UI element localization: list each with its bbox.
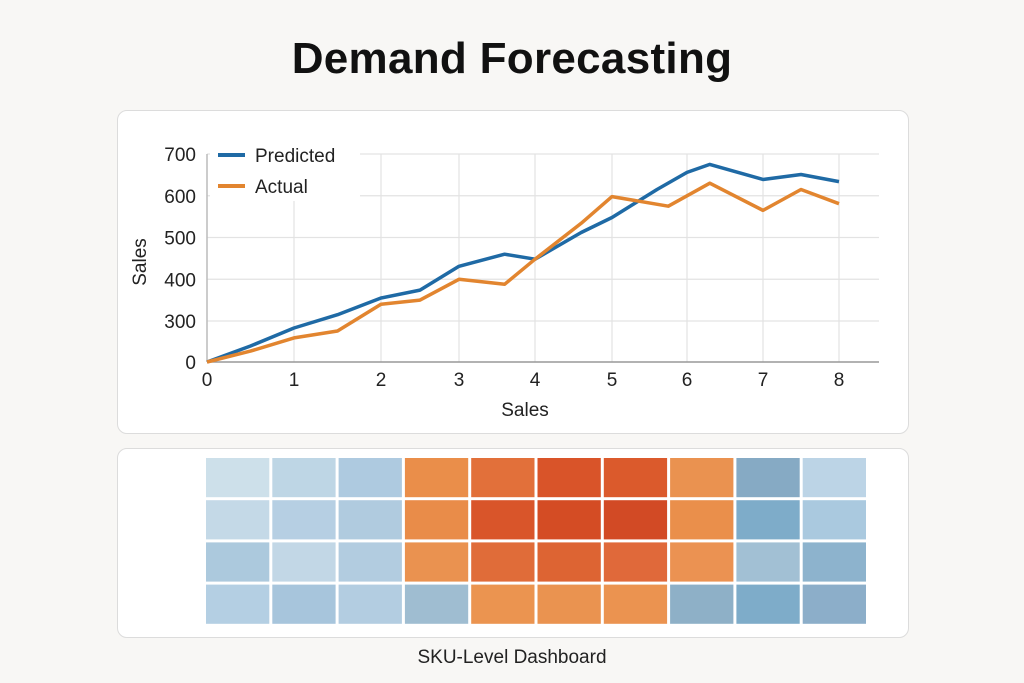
y-tick-label: 400 xyxy=(164,270,196,291)
x-axis-label: Sales xyxy=(501,400,549,421)
heatmap-cell xyxy=(404,500,469,540)
heatmap-cell xyxy=(206,542,270,582)
axes: 0 300 400 500 600 700 0 1 2 3 4 5 6 7 8 xyxy=(164,145,879,391)
series-lines xyxy=(206,162,840,364)
heatmap-cell xyxy=(670,500,734,540)
x-tick-label: 4 xyxy=(530,370,541,391)
heatmap-cell xyxy=(537,458,601,498)
x-tick-label: 1 xyxy=(289,370,300,391)
heatmap-cell xyxy=(603,542,668,582)
x-tick-label: 5 xyxy=(607,370,618,391)
heatmap-cell xyxy=(272,584,336,624)
y-tick-label: 500 xyxy=(164,229,196,250)
heatmap-cell xyxy=(338,584,402,624)
y-tick-label: 0 xyxy=(185,353,196,374)
legend-label-predicted: Predicted xyxy=(255,146,335,167)
heatmap-cell xyxy=(603,458,668,498)
line-chart: 0 300 400 500 600 700 0 1 2 3 4 5 6 7 8 Predicted Actu… xyxy=(130,139,879,421)
y-tick-label: 300 xyxy=(164,312,196,333)
heatmap-cell xyxy=(404,584,469,624)
heatmap-cell xyxy=(537,584,601,624)
line-chart-card: 0 300 400 500 600 700 0 1 2 3 4 5 6 7 8 Predicted Actu… xyxy=(117,110,909,434)
x-tick-label: 7 xyxy=(758,370,769,391)
legend-label-actual: Actual xyxy=(255,177,308,198)
heatmap-cell xyxy=(603,500,668,540)
heatmap-cell xyxy=(338,542,402,582)
heatmap-cell xyxy=(802,584,866,624)
heatmap-cell xyxy=(471,500,535,540)
heatmap-cell xyxy=(206,584,270,624)
heatmap-cell xyxy=(670,458,734,498)
heatmap-cell xyxy=(802,500,866,540)
legend: Predicted Actual xyxy=(210,139,360,201)
series-line-actual xyxy=(206,181,840,364)
x-tick-label: 8 xyxy=(834,370,845,391)
heatmap-cell xyxy=(471,542,535,582)
heatmap-cell xyxy=(206,458,270,498)
heatmap-cell xyxy=(206,500,270,540)
heatmap-cell xyxy=(338,458,402,498)
heatmap xyxy=(206,458,866,624)
legend-background xyxy=(210,139,360,201)
heatmap-cell xyxy=(736,542,800,582)
x-tick-label: 6 xyxy=(682,370,693,391)
heatmap-cell xyxy=(670,542,734,582)
heatmap-cell xyxy=(736,584,800,624)
heatmap-cell xyxy=(338,500,402,540)
heatmap-cell xyxy=(736,458,800,498)
dashboard-caption: SKU-Level Dashboard xyxy=(417,647,607,668)
heatmap-cell xyxy=(471,584,535,624)
heatmap-cell xyxy=(736,500,800,540)
heatmap-cell xyxy=(537,500,601,540)
heatmap-cell xyxy=(537,542,601,582)
y-tick-label: 600 xyxy=(164,187,196,208)
heatmap-cell xyxy=(603,584,668,624)
y-axis-label: Sales xyxy=(130,238,151,286)
heatmap-cell xyxy=(670,584,734,624)
heatmap-cell xyxy=(802,458,866,498)
page-title: Demand Forecasting xyxy=(291,34,733,83)
x-tick-label: 0 xyxy=(202,370,213,391)
heatmap-cell xyxy=(404,458,469,498)
x-tick-label: 3 xyxy=(454,370,465,391)
heatmap-card xyxy=(117,448,909,638)
heatmap-cell xyxy=(802,542,866,582)
heatmap-cell xyxy=(404,542,469,582)
heatmap-cell xyxy=(471,458,535,498)
heatmap-cell xyxy=(272,542,336,582)
y-tick-label: 700 xyxy=(164,145,196,166)
heatmap-cell xyxy=(272,458,336,498)
heatmap-cell xyxy=(272,500,336,540)
x-tick-label: 2 xyxy=(376,370,387,391)
